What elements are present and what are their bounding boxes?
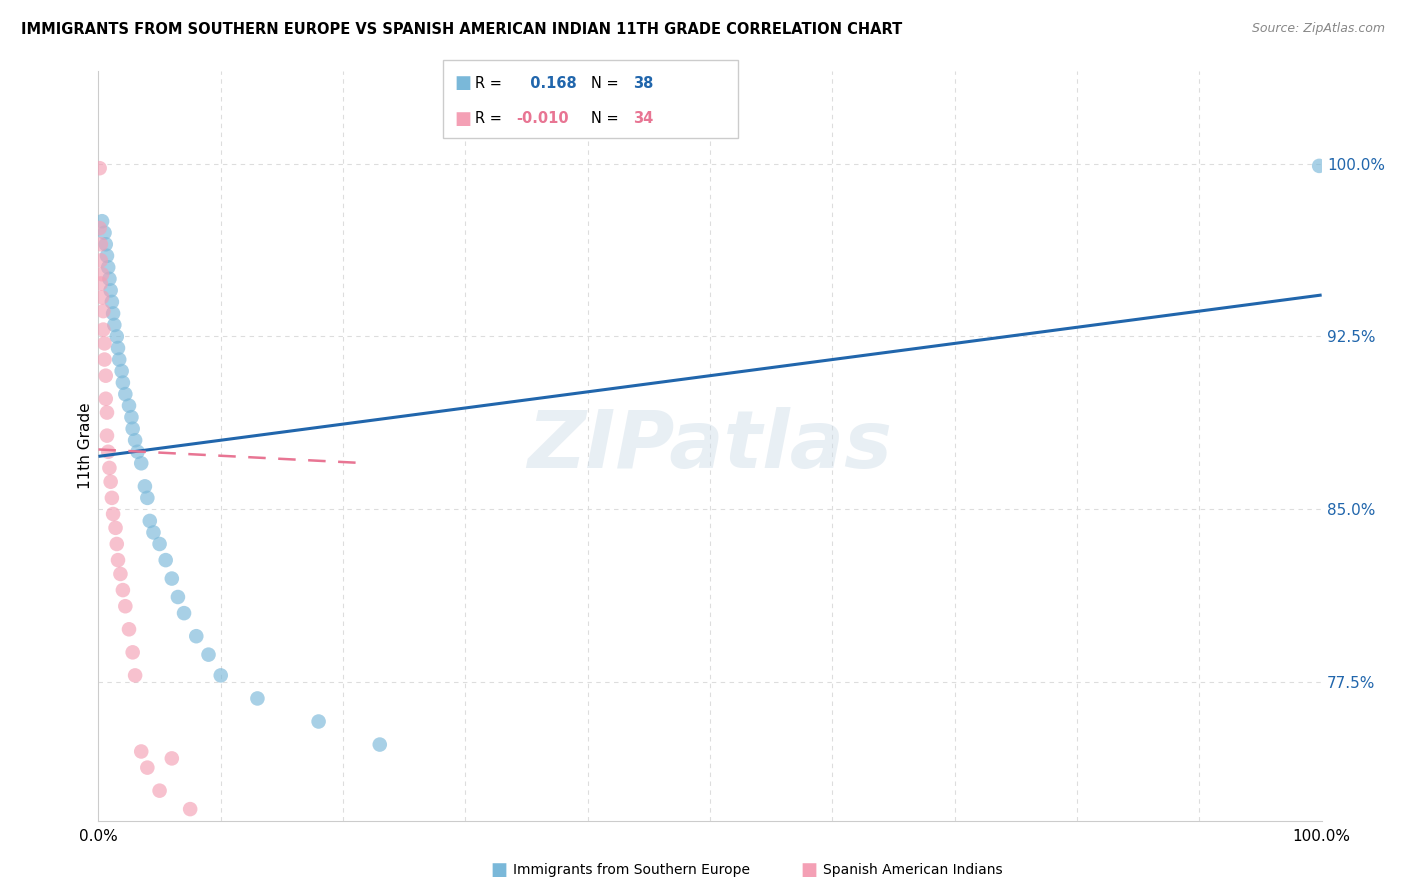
Point: [98, 272, 121, 286]
Point: [111, 583, 134, 598]
Point: [105, 537, 128, 551]
Text: IMMIGRANTS FROM SOUTHERN EUROPE VS SPANISH AMERICAN INDIAN 11TH GRADE CORRELATIO: IMMIGRANTS FROM SOUTHERN EUROPE VS SPANI…: [21, 22, 903, 37]
Point: [97, 444, 120, 458]
Point: [368, 738, 391, 752]
Point: [127, 444, 149, 458]
Text: 0.168: 0.168: [520, 76, 576, 91]
Point: [103, 318, 125, 332]
Point: [93, 336, 115, 351]
Point: [105, 329, 128, 343]
Point: [96, 428, 118, 442]
Point: [107, 341, 129, 355]
Point: [155, 553, 177, 567]
Point: [90, 237, 112, 252]
Point: [101, 294, 124, 309]
Point: [101, 507, 124, 521]
Point: [136, 491, 159, 505]
Text: 34: 34: [633, 112, 652, 126]
Point: [108, 352, 131, 367]
Point: [94, 368, 117, 383]
Y-axis label: 11th Grade: 11th Grade: [77, 402, 93, 490]
Text: R =: R =: [475, 76, 506, 91]
Point: [96, 249, 118, 263]
Point: [160, 751, 183, 765]
Point: [114, 599, 136, 614]
Point: [114, 387, 136, 401]
Point: [197, 648, 219, 662]
Text: ■: ■: [800, 861, 817, 879]
Point: [186, 629, 208, 643]
Text: -0.010: -0.010: [516, 112, 568, 126]
Point: [91, 214, 114, 228]
Point: [173, 606, 195, 620]
Text: Spanish American Indians: Spanish American Indians: [823, 863, 1002, 877]
Point: [100, 475, 122, 489]
Point: [149, 783, 172, 797]
Point: [96, 406, 118, 420]
Point: [104, 521, 127, 535]
Point: [142, 525, 165, 540]
Text: Immigrants from Southern Europe: Immigrants from Southern Europe: [513, 863, 751, 877]
Text: R =: R =: [475, 112, 506, 126]
Text: ■: ■: [454, 74, 471, 92]
Text: ■: ■: [491, 861, 508, 879]
Text: N =: N =: [591, 112, 623, 126]
Text: Source: ZipAtlas.com: Source: ZipAtlas.com: [1251, 22, 1385, 36]
Point: [91, 304, 114, 318]
Point: [149, 537, 172, 551]
Point: [101, 306, 124, 320]
Point: [94, 237, 117, 252]
Point: [100, 284, 122, 298]
Point: [179, 802, 201, 816]
Point: [91, 267, 114, 281]
Point: [308, 714, 330, 729]
Point: [97, 260, 120, 275]
Point: [167, 590, 190, 604]
Text: ZIPatlas: ZIPatlas: [527, 407, 893, 485]
Point: [121, 645, 143, 659]
Point: [90, 277, 112, 291]
Point: [89, 161, 111, 176]
Point: [107, 553, 129, 567]
Point: [118, 622, 141, 636]
Point: [124, 434, 146, 448]
Point: [93, 226, 115, 240]
Point: [101, 491, 124, 505]
Point: [134, 479, 156, 493]
Point: [139, 514, 162, 528]
Point: [111, 376, 134, 390]
Point: [136, 761, 159, 775]
Text: N =: N =: [591, 76, 623, 91]
Point: [129, 744, 152, 758]
Point: [120, 410, 142, 425]
Point: [90, 253, 112, 268]
Point: [91, 290, 114, 304]
Point: [89, 221, 111, 235]
Point: [1308, 159, 1330, 173]
Point: [110, 566, 132, 581]
Point: [98, 461, 121, 475]
Point: [111, 364, 134, 378]
Point: [94, 392, 117, 406]
Point: [160, 572, 183, 586]
Point: [246, 691, 269, 706]
Point: [209, 668, 232, 682]
Text: 38: 38: [633, 76, 652, 91]
Text: ■: ■: [454, 110, 471, 128]
Point: [93, 352, 115, 367]
Point: [124, 668, 146, 682]
Point: [91, 322, 114, 336]
Point: [129, 456, 152, 470]
Point: [118, 399, 141, 413]
Point: [121, 422, 143, 436]
